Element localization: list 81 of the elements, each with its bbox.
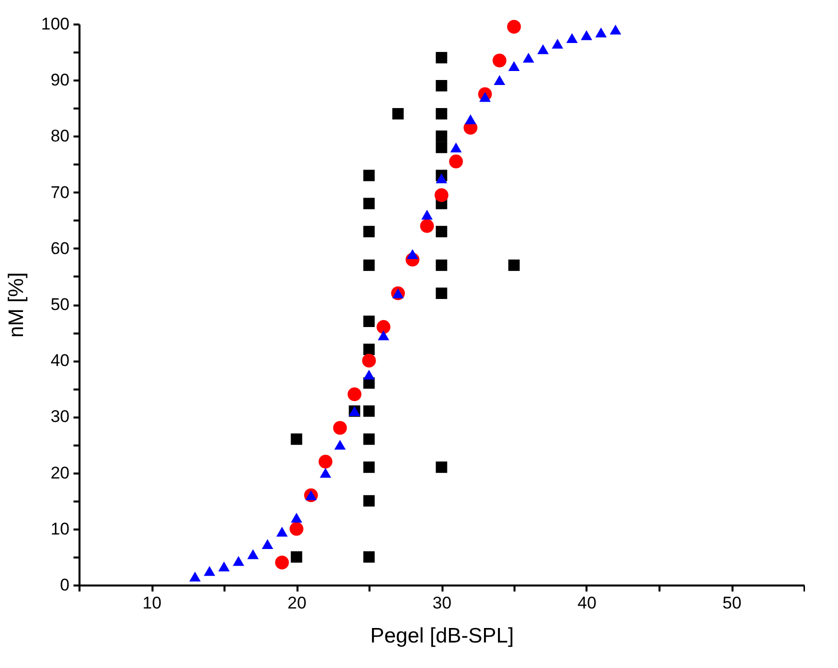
point	[232, 556, 244, 566]
point	[290, 433, 302, 445]
point	[204, 566, 216, 576]
point	[363, 198, 375, 210]
point	[436, 142, 448, 154]
point	[320, 468, 332, 478]
y-tick-label: 90	[50, 70, 70, 90]
point	[508, 260, 520, 271]
x-tick-label: 40	[578, 594, 596, 612]
y-tick-label: 100	[41, 14, 70, 34]
point	[362, 354, 376, 368]
point	[492, 54, 506, 68]
point	[363, 405, 375, 417]
point	[363, 551, 375, 563]
point	[449, 154, 463, 168]
point	[363, 461, 375, 473]
point	[436, 80, 448, 92]
point	[508, 61, 520, 72]
point	[595, 27, 607, 38]
point	[363, 344, 375, 356]
y-tick-label: 50	[50, 295, 70, 314]
point	[378, 330, 390, 340]
point	[247, 549, 259, 560]
point	[348, 387, 362, 402]
point	[507, 20, 521, 34]
point	[580, 30, 592, 40]
point	[436, 260, 448, 271]
point	[420, 219, 434, 233]
y-tick-label: 10	[50, 519, 70, 538]
point	[275, 556, 289, 570]
point	[363, 433, 375, 445]
x-tick-label: 30	[432, 594, 452, 612]
y-tick-label: 40	[50, 351, 70, 370]
x-tick-label: 50	[722, 594, 742, 612]
point	[189, 572, 201, 582]
x-tick-label: 10	[142, 594, 162, 612]
point	[318, 454, 332, 468]
point	[436, 52, 448, 64]
point	[436, 288, 448, 299]
point	[494, 75, 506, 86]
point	[363, 370, 375, 380]
point	[392, 108, 404, 120]
point	[610, 24, 622, 35]
point	[406, 249, 418, 259]
point	[218, 562, 230, 572]
point	[436, 461, 448, 473]
point	[434, 188, 448, 202]
point	[537, 44, 549, 54]
point	[333, 421, 347, 435]
point	[436, 226, 448, 238]
point	[334, 440, 346, 450]
point	[363, 226, 375, 238]
y-tick-label: 70	[50, 182, 70, 202]
point	[363, 260, 375, 271]
y-tick-label: 0	[60, 576, 70, 594]
point	[479, 92, 491, 102]
point	[450, 142, 462, 152]
point	[290, 512, 302, 523]
point	[421, 210, 433, 220]
point	[363, 495, 375, 507]
point	[436, 130, 448, 142]
x-axis-title: Pegel [dB-SPL]	[370, 624, 514, 648]
point	[276, 526, 288, 537]
point	[464, 114, 476, 124]
point	[436, 108, 448, 120]
point	[376, 320, 390, 334]
point	[262, 539, 274, 549]
point	[290, 551, 302, 563]
x-tick-label: 20	[288, 594, 306, 612]
point	[363, 170, 375, 182]
point	[522, 52, 534, 63]
y-tick-label: 30	[50, 407, 70, 426]
y-tick-label: 60	[50, 238, 70, 258]
point	[290, 522, 304, 536]
y-tick-label: 20	[50, 463, 70, 482]
y-axis-title: nM [%]	[5, 272, 28, 338]
point	[436, 173, 448, 184]
point	[363, 316, 375, 328]
y-tick-label: 80	[50, 126, 70, 146]
point	[566, 33, 578, 43]
point	[552, 38, 564, 49]
